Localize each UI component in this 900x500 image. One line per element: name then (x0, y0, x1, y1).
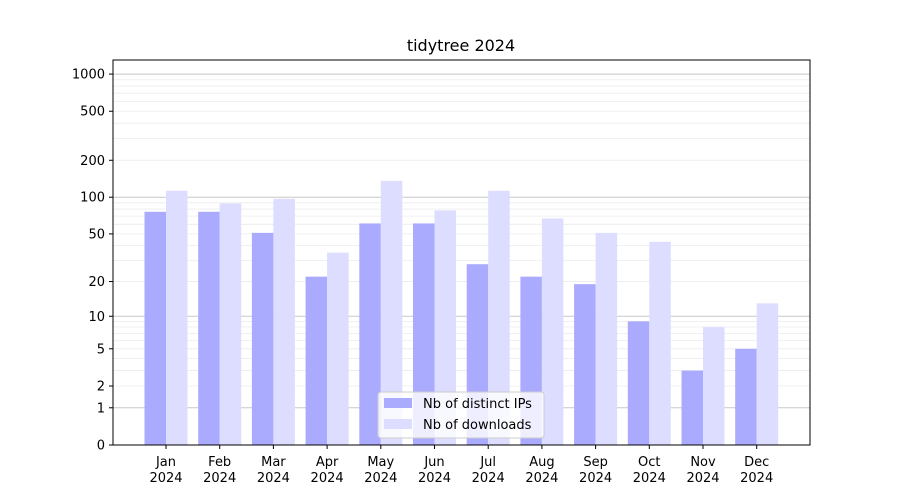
bar-distinct-ips-jun (413, 223, 435, 445)
y-tick-label: 500 (80, 105, 105, 120)
bar-distinct-ips-sep (574, 284, 596, 445)
bar-distinct-ips-oct (627, 321, 650, 445)
y-tick-label: 100 (80, 191, 105, 206)
chart-title: tidytree 2024 (407, 36, 515, 55)
bar-downloads-jul (488, 190, 510, 445)
bar-downloads-sep (595, 232, 618, 445)
x-tick-label-jun: Jun 2024 (418, 455, 451, 486)
bar-distinct-ips-nov (681, 370, 703, 445)
bar-distinct-ips-dec (735, 348, 757, 445)
x-tick-label-aug: Aug 2024 (525, 455, 558, 486)
bar-downloads-jan (166, 190, 188, 445)
bar-downloads-oct (649, 241, 671, 445)
bar-distinct-ips-feb (198, 211, 220, 445)
y-tick-label: 1000 (72, 68, 105, 83)
bar-distinct-ips-mar (251, 232, 274, 445)
x-tick-label-may: May 2024 (364, 455, 397, 486)
x-tick-label-mar: Mar 2024 (257, 455, 290, 486)
bar-downloads-may (380, 180, 403, 445)
x-axis: Jan 2024 Feb 2024 Mar 2024 Apr 2024 May 2024 Jun 20… (149, 445, 773, 486)
y-tick-label: 10 (88, 310, 105, 325)
y-tick-label: 200 (80, 154, 105, 169)
legend-swatch-distinct-ips (384, 398, 412, 408)
x-tick-label-oct: Oct 2024 (633, 455, 666, 486)
plot-frame (112, 59, 811, 446)
bar-downloads-mar (273, 198, 295, 445)
y-tick-label: 50 (88, 227, 105, 242)
y-tick-label: 1 (97, 401, 105, 416)
x-tick-label-apr: Apr 2024 (311, 455, 344, 486)
y-tick-label: 2 (97, 380, 105, 395)
x-tick-label-jul: Jul 2024 (472, 455, 505, 486)
x-tick-label-dec: Dec 2024 (740, 455, 773, 486)
bar-downloads-nov (703, 327, 725, 445)
legend-label-distinct-ips: Nb of distinct IPs (423, 397, 532, 412)
y-tick-label: 5 (97, 342, 105, 357)
bar-downloads-jun (434, 210, 456, 445)
legend: Nb of distinct IPs Nb of downloads (377, 391, 545, 439)
bar-downloads-aug (541, 218, 564, 445)
legend-swatch-downloads (384, 419, 412, 429)
x-tick-label-jan: Jan 2024 (149, 455, 182, 486)
legend-box (377, 391, 545, 439)
bar-distinct-ips-may (359, 223, 381, 445)
bar-downloads-feb (219, 203, 242, 445)
y-axis: 0 1 2 5 10 20 50 100 200 500 1000 (72, 68, 113, 454)
x-tick-label-sep: Sep 2024 (579, 455, 612, 486)
x-tick-label-feb: Feb 2024 (203, 455, 236, 486)
bar-distinct-ips-jan (144, 211, 166, 445)
bar-downloads-dec (756, 303, 779, 445)
legend-label-downloads: Nb of downloads (423, 418, 532, 433)
bar-downloads-apr (327, 252, 349, 445)
bar-distinct-ips-apr (305, 276, 328, 445)
y-tick-label: 20 (88, 275, 105, 290)
x-tick-label-nov: Nov 2024 (686, 455, 719, 486)
y-tick-label: 0 (97, 439, 105, 454)
